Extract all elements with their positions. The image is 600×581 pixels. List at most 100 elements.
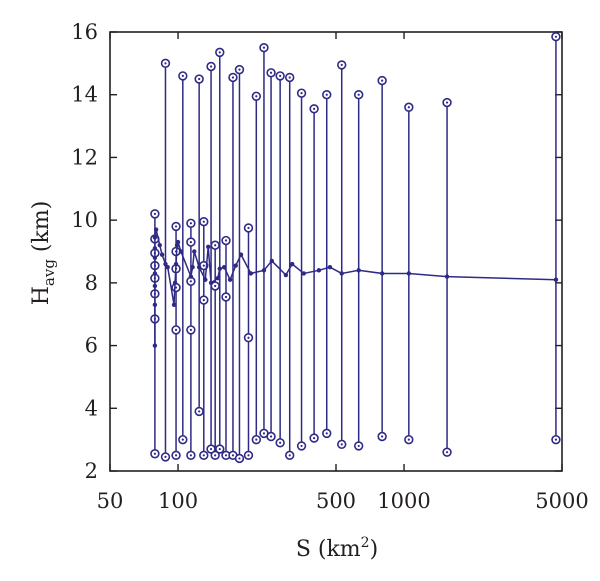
average-point [203,277,208,282]
y-tick-label: 16 [71,20,98,44]
range-marker-center [381,435,384,438]
average-series [152,227,559,348]
range-marker-center [174,225,178,228]
range-marker-center [174,328,178,331]
axis-ticks [109,31,563,472]
average-point [175,239,181,245]
range-marker-center [189,280,192,283]
range-marker-center [357,93,360,96]
average-point [152,235,158,240]
average-point [159,252,165,257]
y-tick-label: 10 [71,208,98,232]
average-point [152,283,158,289]
range-marker-center [325,432,328,435]
range-marker-center [214,244,217,247]
range-marker-center [381,79,384,82]
average-point [379,271,385,276]
range-marker-center [300,444,303,448]
average-point [152,255,158,260]
range-marker-center [312,436,316,440]
range-marker-center [202,220,205,223]
range-marker-center [153,212,156,215]
x-tick-label: 50 [97,489,124,513]
y-tick-label: 12 [71,145,98,169]
y-tick-label: 14 [71,83,98,107]
average-point [152,246,158,251]
range-marker-center [255,438,258,441]
range-marker-center [255,95,258,98]
range-marker-center [224,454,228,457]
average-point [289,261,295,267]
average-point [238,252,244,257]
y-tick-label: 4 [85,396,98,420]
range-marker-center [153,452,156,455]
range-marker-center [288,454,291,457]
range-marker-center [340,443,343,446]
range-series [150,32,561,464]
range-marker-center [262,46,266,49]
average-point [171,302,177,308]
average-point [269,258,275,264]
range-marker-center [164,455,167,458]
range-marker-center [262,432,266,435]
range-marker-center [189,328,192,331]
average-point [339,271,344,276]
average-point [233,263,238,268]
range-marker-center [189,222,192,225]
range-marker-center [174,454,178,457]
range-marker-center [238,457,241,460]
average-point [157,243,162,248]
y-axis-label: Havg (km) [29,201,58,306]
range-marker-center [189,454,192,457]
average-point [261,268,267,273]
range-marker-center [554,438,558,441]
average-point [192,249,197,254]
range-marker-center [407,106,410,109]
range-marker-center [247,226,250,230]
range-marker-center [164,62,167,65]
range-marker-center [224,239,228,242]
range-marker-center [300,92,303,95]
range-marker-center [247,454,250,457]
average-point [172,280,178,286]
average-point [152,302,158,308]
range-marker-center [202,454,205,457]
average-point [301,271,306,276]
range-marker-center [198,410,201,413]
range-marker-center [554,35,558,38]
average-point [152,343,158,348]
average-point [316,268,322,273]
range-marker-center [279,441,282,444]
range-marker-center [214,454,217,457]
range-marker-center [445,451,449,454]
range-marker-center [340,63,343,67]
average-point [173,261,179,267]
average-point [444,274,450,279]
range-marker-center [181,438,184,441]
average-point [153,227,159,232]
range-marker-center [218,51,221,54]
y-tick-label: 6 [85,334,98,358]
average-point [206,244,211,249]
range-marker-center [189,240,192,244]
range-marker-center [218,447,221,451]
average-point [217,266,222,271]
range-marker-center [202,299,205,302]
x-tick-label: 5000 [535,489,588,513]
x-tick-label: 500 [316,489,356,513]
average-point [356,268,361,273]
range-marker-center [288,76,291,79]
average-point [283,272,289,278]
range-marker-center [238,68,241,71]
average-point [188,274,194,279]
range-marker-center [269,71,273,74]
y-tick-label: 8 [85,271,98,295]
range-marker-center [279,74,282,77]
x-tick-label: 100 [158,489,198,513]
range-marker-center [445,101,449,104]
average-point [208,280,214,286]
range-marker-center [312,107,316,110]
range-marker-center [357,444,360,448]
average-point [227,277,233,282]
